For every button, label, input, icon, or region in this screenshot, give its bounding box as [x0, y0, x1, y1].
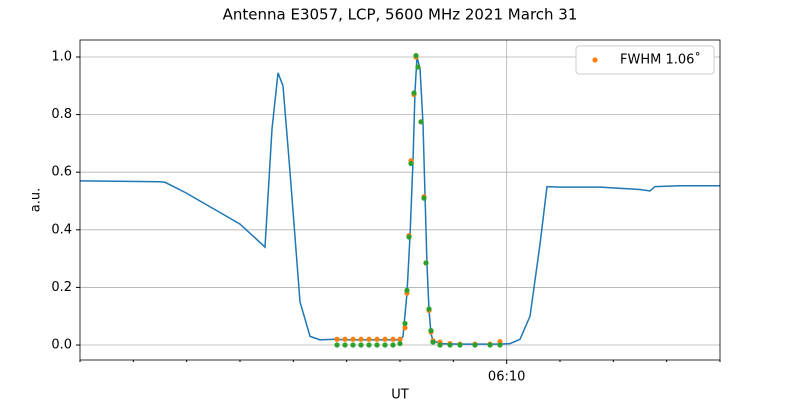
chart-title: Antenna E3057, LCP, 5600 MHz 2021 March … [223, 6, 578, 24]
scatter-point [423, 260, 429, 266]
y-tick-label: 0.0 [51, 338, 72, 353]
scatter-point [334, 336, 340, 342]
y-tick-label: 0.2 [51, 280, 72, 295]
scatter-point [374, 336, 380, 342]
scatter-point [390, 336, 396, 342]
scatter-point [415, 64, 421, 70]
scatter-point [428, 328, 434, 334]
scatter-point [447, 342, 453, 348]
y-tick-label: 0.4 [51, 222, 72, 237]
scatter-point [472, 342, 478, 348]
scatter-point [413, 52, 419, 59]
scatter-point [457, 342, 463, 348]
scatter-point [411, 90, 417, 96]
scatter-point [402, 325, 408, 331]
axes-frame [79, 39, 721, 361]
scatter-point [358, 336, 364, 342]
scatter-point [421, 195, 427, 201]
scatter-point [406, 234, 412, 240]
scatter-point [397, 336, 403, 342]
y-tick-label: 1.0 [51, 49, 72, 64]
scatter-point [358, 342, 364, 348]
scatter-point [366, 342, 372, 348]
y-axis-label: a.u. [29, 188, 44, 212]
legend-label: FWHM 1.06˚ [620, 52, 701, 68]
scatter-point [382, 336, 388, 342]
y-tick-label: 0.8 [51, 107, 72, 122]
scatter-point [374, 342, 380, 348]
scatter-point [366, 336, 372, 342]
y-tick-label: 0.6 [51, 165, 72, 180]
legend-marker [592, 57, 598, 63]
scatter-point [404, 287, 410, 293]
scatter-point [402, 320, 408, 327]
scatter-point [342, 342, 348, 348]
scatter-point [397, 340, 403, 347]
scatter-point [408, 160, 414, 167]
legend-box [575, 45, 715, 75]
scatter-point [342, 336, 348, 342]
scatter-point [487, 342, 493, 348]
scatter-point [430, 339, 436, 345]
x-axis-label: UT [391, 388, 409, 400]
scatter-point [350, 342, 356, 348]
scatter-point [437, 342, 443, 348]
scatter-point [426, 306, 432, 312]
scatter-point [497, 342, 503, 348]
scatter-point [334, 342, 340, 348]
scatter-point [390, 342, 396, 348]
x-tick-label: 06:10 [488, 370, 525, 385]
data-line [79, 56, 720, 345]
scatter-point [418, 119, 424, 125]
scatter-point [350, 336, 356, 342]
scatter-point [382, 342, 388, 348]
